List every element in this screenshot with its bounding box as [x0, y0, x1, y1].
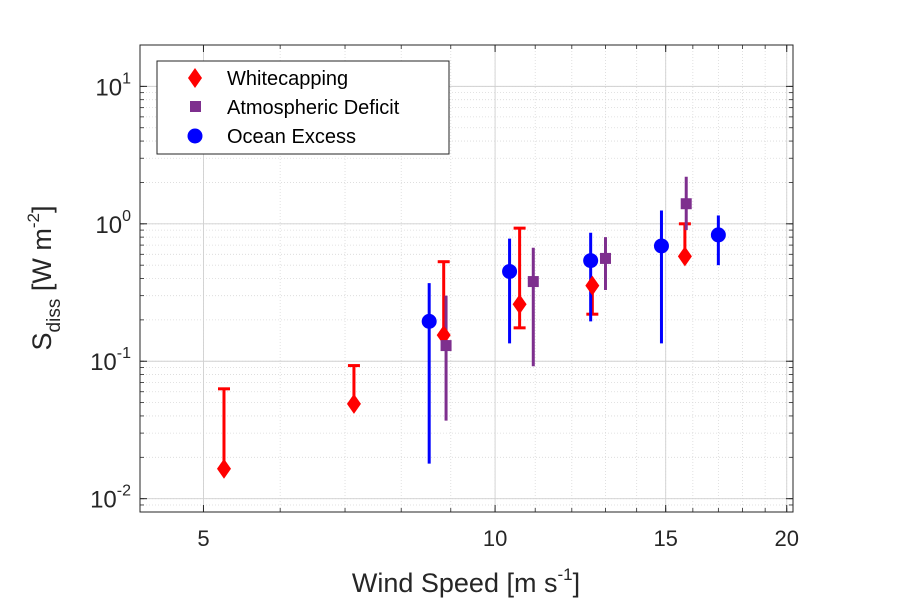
y-tick-exponent: -2: [117, 483, 131, 500]
legend-diamond-marker: [188, 68, 202, 88]
ocean-excess-point: [710, 227, 726, 243]
y-tick-exponent: 1: [122, 70, 131, 87]
legend-square-marker: [190, 101, 201, 112]
y-tick-base: 10: [95, 212, 122, 239]
legend-item-whitecapping: Whitecapping: [188, 68, 348, 90]
legend-item-atmospheric-deficit: Atmospheric Deficit: [190, 97, 400, 119]
y-tick-base: 10: [90, 487, 117, 514]
y-tick-exponent: -1: [117, 345, 131, 362]
atmospheric-deficit-point: [527, 276, 539, 288]
ocean-excess-point: [502, 263, 518, 279]
legend-label-whitecapping: Whitecapping: [227, 68, 348, 90]
whitecapping-point: [512, 294, 527, 315]
data-markers: [216, 198, 726, 479]
ocean-excess-point: [421, 313, 437, 329]
legend: Whitecapping Atmospheric Deficit Ocean E…: [156, 60, 450, 155]
atmospheric-deficit-point: [599, 252, 611, 264]
whitecapping-point: [585, 275, 600, 296]
axis-ticks: [140, 44, 793, 513]
whitecapping-point: [677, 246, 692, 267]
legend-box: [156, 60, 450, 155]
y-axis-label: Sdiss [W m-2]: [24, 206, 65, 351]
y-tick-label: 10-2: [90, 483, 131, 514]
legend-label-ocean-excess: Ocean Excess: [227, 126, 356, 148]
y-tick-label: 100: [95, 208, 131, 239]
ocean-excess-point: [653, 238, 669, 254]
whitecapping-point: [216, 458, 231, 479]
atmospheric-deficit-point: [680, 198, 692, 210]
whitecapping-point: [346, 393, 361, 414]
x-tick-labels: 5 10 15 20: [197, 526, 799, 551]
y-tick-base: 10: [95, 74, 122, 101]
y-tick-base: 10: [90, 349, 117, 376]
legend-item-ocean-excess: Ocean Excess: [187, 126, 356, 148]
ocean-excess-point: [583, 253, 599, 269]
x-tick-label-5: 5: [197, 526, 209, 551]
x-axis-label: Wind Speed [m s-1]: [352, 565, 580, 598]
atmospheric-deficit-point: [440, 340, 452, 352]
y-tick-label: 10-1: [90, 345, 131, 376]
legend-label-atmospheric-deficit: Atmospheric Deficit: [227, 97, 400, 119]
y-tick-label: 101: [95, 70, 131, 101]
x-tick-label-15: 15: [653, 526, 677, 551]
x-tick-label-20: 20: [774, 526, 798, 551]
y-tick-exponent: 0: [122, 208, 131, 225]
x-tick-label-10: 10: [483, 526, 507, 551]
legend-circle-marker: [187, 128, 203, 144]
